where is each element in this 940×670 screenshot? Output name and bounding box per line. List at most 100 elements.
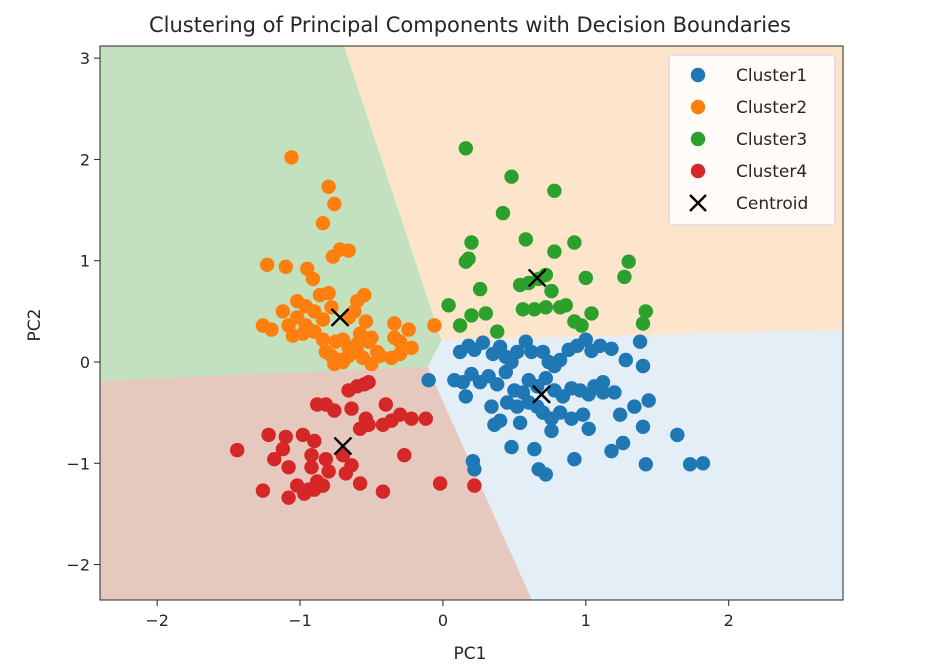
point-cluster1-8	[510, 344, 525, 360]
point-cluster2-5	[325, 249, 341, 264]
point-cluster2-42	[364, 330, 379, 345]
point-cluster4-43	[467, 478, 482, 493]
y-tick-label-3: 1	[80, 252, 90, 271]
point-cluster2-55	[392, 346, 408, 362]
y-axis-label: PC2	[25, 309, 45, 342]
x-tick-label-2: 0	[438, 611, 448, 630]
point-cluster1-23	[635, 358, 651, 374]
point-cluster4-10	[404, 411, 419, 426]
point-cluster1-3	[475, 335, 491, 350]
point-cluster4-2	[361, 375, 376, 390]
point-cluster3-16	[617, 269, 632, 285]
point-cluster4-27	[267, 452, 282, 467]
point-cluster2-16	[357, 287, 372, 303]
point-cluster3-28	[574, 318, 589, 333]
point-cluster4-8	[378, 397, 393, 412]
point-cluster3-22	[515, 302, 531, 317]
point-cluster1-56	[575, 407, 591, 422]
point-cluster4-7	[344, 401, 359, 416]
point-cluster3-5	[518, 232, 533, 247]
point-cluster3-33	[490, 324, 505, 339]
x-axis-ticks: −2 −1 0 1 2	[145, 600, 734, 630]
point-cluster3-20	[464, 308, 479, 323]
point-cluster2-1	[321, 179, 336, 194]
point-cluster4-40	[255, 483, 271, 498]
point-cluster2-45	[392, 334, 408, 349]
point-cluster2-27	[358, 314, 373, 329]
point-cluster4-33	[352, 476, 368, 491]
point-cluster3-24	[538, 300, 553, 315]
point-cluster4-44	[307, 482, 322, 497]
point-cluster3-29	[584, 306, 599, 321]
legend: Cluster1 Cluster2 Cluster3 Cluster4 Centroid	[668, 54, 836, 226]
centroid-marker-1	[330, 308, 350, 327]
legend-marker-cluster1	[690, 67, 706, 83]
point-cluster2-17	[275, 304, 291, 319]
point-cluster3-15	[578, 270, 593, 286]
point-cluster4-22	[304, 448, 319, 463]
point-cluster4-20	[307, 433, 322, 449]
point-cluster3-6	[547, 244, 562, 259]
point-cluster4-17	[261, 427, 276, 443]
point-cluster1-54	[552, 405, 568, 420]
point-cluster1-25	[421, 373, 436, 388]
point-cluster4-42	[432, 476, 448, 491]
point-cluster1-19	[592, 338, 608, 353]
centroid-markers	[330, 268, 551, 456]
legend-box	[668, 54, 836, 226]
point-cluster1-21	[618, 352, 633, 368]
point-cluster1-59	[612, 407, 628, 422]
point-cluster1-65	[544, 423, 559, 439]
point-cluster3-1	[504, 169, 519, 184]
point-cluster4-24	[335, 448, 351, 463]
point-cluster3-30	[638, 304, 653, 319]
x-tick-label-3: 1	[581, 611, 591, 630]
point-cluster1-58	[595, 385, 611, 400]
y-tick-label-2: 0	[80, 353, 90, 372]
point-cluster3-3	[495, 205, 511, 221]
point-cluster3-4	[464, 235, 479, 250]
point-cluster1-30	[490, 377, 505, 392]
x-tick-label-0: −2	[145, 611, 169, 630]
point-cluster4-21	[275, 441, 291, 457]
point-cluster1-49	[510, 399, 525, 414]
point-cluster2-36	[315, 332, 331, 347]
point-cluster2-31	[401, 322, 416, 337]
point-cluster2-34	[295, 326, 311, 341]
point-cluster1-45	[458, 389, 473, 404]
point-cluster4-6	[327, 403, 342, 418]
point-cluster1-61	[635, 419, 651, 434]
legend-label-cluster1: Cluster1	[736, 66, 807, 86]
point-cluster1-10	[524, 344, 539, 360]
point-cluster1-17	[578, 332, 593, 347]
point-cluster1-36	[538, 371, 553, 386]
point-cluster2-29	[264, 322, 279, 337]
point-cluster2-10	[305, 271, 321, 287]
y-tick-label-1: −1	[66, 454, 90, 473]
legend-label-cluster3: Cluster3	[736, 130, 807, 150]
point-cluster1-76	[467, 462, 482, 477]
point-cluster2-22	[315, 312, 331, 327]
point-cluster2-8	[278, 259, 293, 274]
point-cluster4-31	[338, 466, 353, 481]
legend-label-cluster4: Cluster4	[736, 162, 807, 182]
point-cluster4-16	[418, 411, 433, 426]
point-cluster1-70	[567, 452, 582, 467]
point-cluster3-26	[558, 298, 573, 313]
point-cluster2-30	[387, 316, 402, 331]
point-cluster1-62	[641, 393, 656, 408]
point-cluster3-18	[544, 283, 559, 299]
point-cluster2-12	[321, 285, 336, 301]
point-cluster4-32	[397, 448, 412, 463]
point-cluster1-14	[552, 352, 568, 368]
point-cluster4-3	[341, 383, 356, 398]
point-cluster1-46	[484, 399, 499, 414]
point-cluster1-60	[627, 399, 642, 414]
point-cluster4-18	[278, 429, 293, 445]
point-cluster1-72	[638, 457, 653, 472]
point-cluster2-0	[284, 150, 299, 165]
point-cluster3-17	[621, 254, 636, 269]
point-cluster3-2	[547, 183, 562, 198]
point-cluster1-31	[498, 364, 513, 380]
